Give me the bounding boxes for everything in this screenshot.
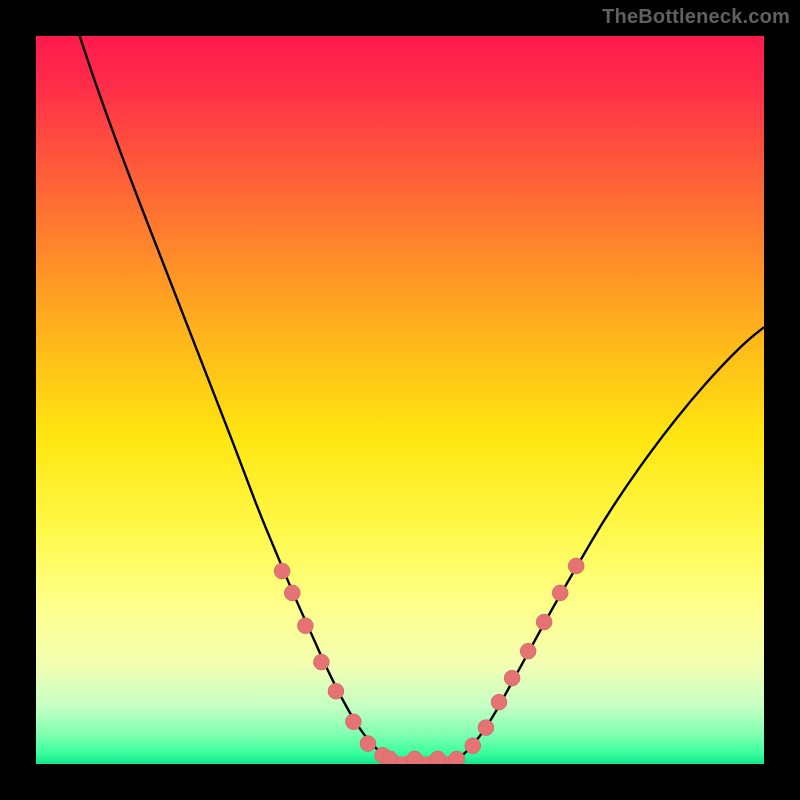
data-marker: [552, 585, 568, 601]
data-marker: [382, 751, 398, 764]
data-marker: [430, 751, 446, 764]
chart-svg: [36, 36, 764, 764]
data-marker: [568, 558, 584, 574]
data-marker: [491, 694, 507, 710]
data-marker: [297, 618, 313, 634]
data-marker: [328, 683, 344, 699]
data-marker: [465, 738, 481, 754]
data-marker: [478, 720, 494, 736]
data-marker: [313, 654, 329, 670]
watermark-text: TheBottleneck.com: [602, 6, 790, 29]
data-marker: [284, 585, 300, 601]
curve-path: [458, 327, 764, 759]
data-marker: [407, 751, 423, 764]
data-marker: [449, 751, 465, 764]
data-marker: [520, 643, 536, 659]
data-marker: [360, 736, 376, 752]
data-marker: [536, 614, 552, 630]
data-marker: [345, 714, 361, 730]
data-marker: [504, 670, 520, 686]
plot-area: [36, 36, 764, 764]
data-marker: [274, 563, 290, 579]
curve-path: [80, 36, 394, 762]
